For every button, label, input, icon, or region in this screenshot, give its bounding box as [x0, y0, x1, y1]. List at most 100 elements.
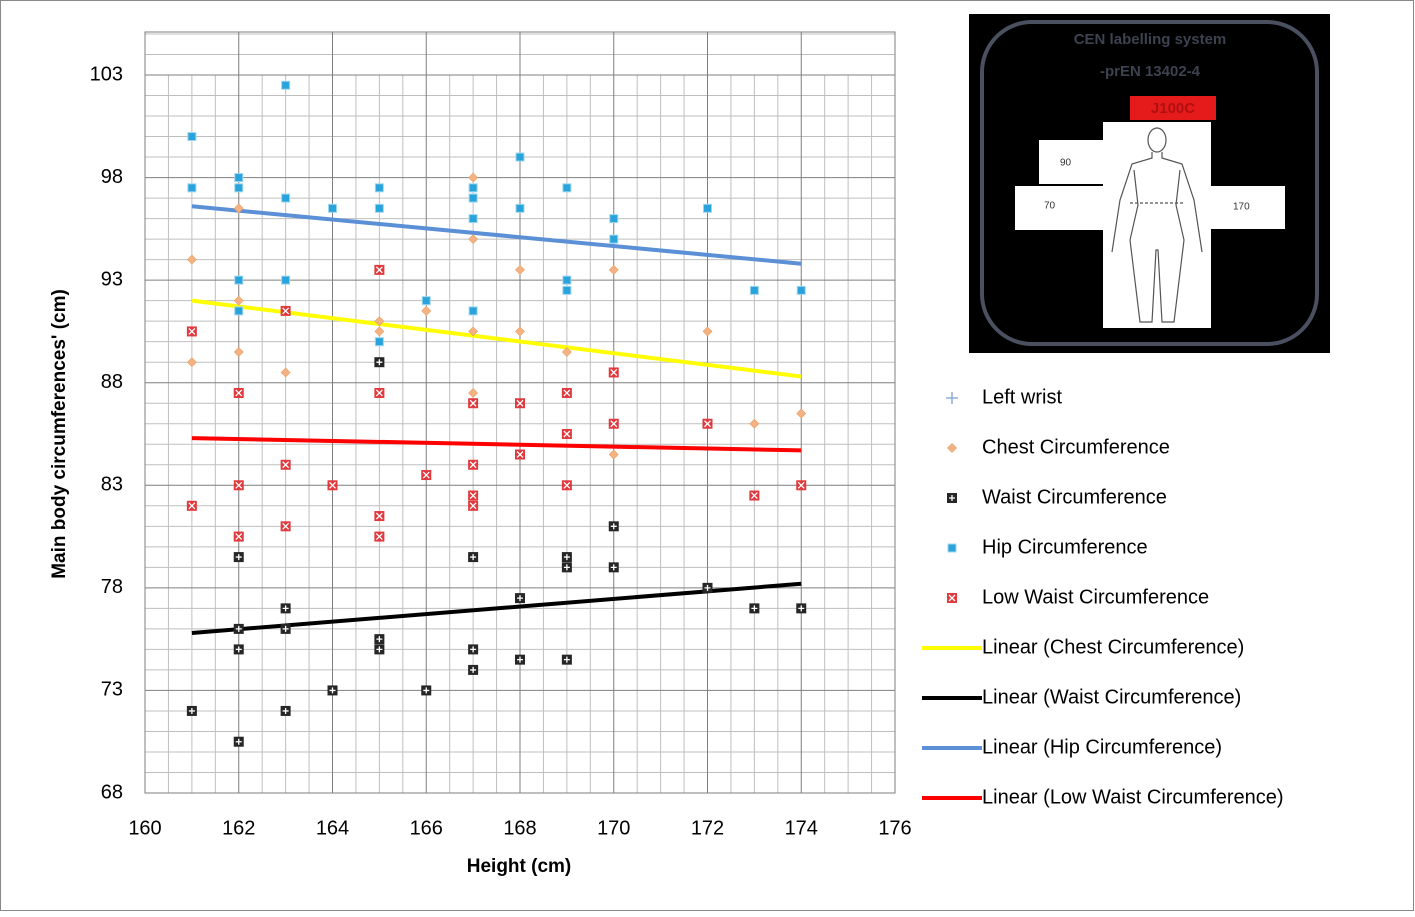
point: [563, 276, 571, 284]
point: [562, 388, 572, 398]
point: [374, 532, 384, 542]
point: [563, 184, 571, 192]
x-tick-label: 176: [878, 817, 911, 839]
point: [281, 603, 291, 613]
point: [468, 665, 478, 675]
point: [797, 286, 805, 294]
point: [187, 326, 197, 336]
point-shape: [235, 276, 243, 284]
point: [422, 297, 430, 305]
legend-label: Chest Circumference: [982, 436, 1170, 458]
x-tick-label: 164: [316, 817, 349, 839]
legend-label: Low Waist Circumference: [982, 586, 1209, 608]
point: [563, 286, 571, 294]
point: [281, 624, 291, 634]
point-shape: [563, 184, 571, 192]
point: [374, 357, 384, 367]
point-shape: [235, 174, 243, 182]
point: [515, 655, 525, 665]
y-axis-title: Main body circumferences' (cm): [49, 289, 70, 579]
point: [468, 501, 478, 511]
point: [235, 184, 243, 192]
point: [187, 501, 197, 511]
point-shape: [282, 276, 290, 284]
x-tick-label: 162: [222, 817, 255, 839]
point-shape: [235, 184, 243, 192]
x-tick-label: 172: [691, 817, 724, 839]
point-shape: [469, 307, 477, 315]
point: [281, 521, 291, 531]
legend-label: Hip Circumference: [982, 536, 1148, 558]
point-shape: [610, 235, 618, 243]
inset-chest: 90: [1060, 158, 1072, 169]
point-shape: [188, 184, 196, 192]
point-shape: [797, 286, 805, 294]
point: [188, 184, 196, 192]
point: [609, 367, 619, 377]
y-tick-label: 83: [101, 474, 123, 496]
point: [609, 521, 619, 531]
point: [375, 204, 383, 212]
point-shape: [375, 204, 383, 212]
x-tick-label: 166: [410, 817, 443, 839]
point-shape: [610, 215, 618, 223]
point: [235, 307, 243, 315]
point: [515, 593, 525, 603]
point-shape: [188, 133, 196, 141]
point: [468, 491, 478, 501]
point: [610, 235, 618, 243]
point: [749, 491, 759, 501]
inset-chest-box: [1039, 140, 1104, 184]
y-tick-label: 103: [90, 63, 123, 85]
inset-title: CEN labelling system: [1074, 31, 1227, 48]
point: [468, 552, 478, 562]
point: [187, 706, 197, 716]
point-shape: [282, 81, 290, 89]
legend-label: Linear (Low Waist Circumference): [982, 786, 1284, 808]
point: [562, 552, 572, 562]
point-shape: [704, 204, 712, 212]
point: [421, 470, 431, 480]
point: [562, 480, 572, 490]
inset-waist-box: [1015, 186, 1104, 230]
point: [374, 388, 384, 398]
point-shape: [235, 307, 243, 315]
point-shape: [282, 194, 290, 202]
legend-label: Left wrist: [982, 386, 1062, 408]
point-shape: [516, 153, 524, 161]
inset-code: J100C: [1151, 100, 1195, 117]
inset-waist: 70: [1044, 201, 1056, 212]
point-shape: [469, 215, 477, 223]
point: [469, 194, 477, 202]
point: [374, 265, 384, 275]
y-tick-label: 68: [101, 781, 123, 803]
point: [704, 204, 712, 212]
y-tick-label: 73: [101, 679, 123, 701]
point: [469, 307, 477, 315]
point: [234, 388, 244, 398]
point-shape: [469, 184, 477, 192]
point: [515, 398, 525, 408]
point: [235, 276, 243, 284]
point-shape: [516, 204, 524, 212]
inset-image: CEN labelling system -prEN 13402-4 J100C…: [969, 14, 1330, 353]
point: [516, 153, 524, 161]
point: [328, 685, 338, 695]
x-tick-label: 174: [785, 817, 818, 839]
point: [468, 644, 478, 654]
point-shape: [329, 204, 337, 212]
point: [796, 480, 806, 490]
legend-marker: [948, 544, 956, 552]
legend-label: Linear (Hip Circumference): [982, 736, 1222, 758]
y-tick-label: 78: [101, 576, 123, 598]
point: [469, 184, 477, 192]
point-shape: [563, 276, 571, 284]
legend-marker: [947, 593, 957, 603]
point: [796, 603, 806, 613]
x-tick-label: 170: [597, 817, 630, 839]
point: [609, 562, 619, 572]
x-tick-label: 168: [503, 817, 536, 839]
legend-label: Linear (Chest Circumference): [982, 636, 1244, 658]
point: [188, 133, 196, 141]
point: [749, 603, 759, 613]
